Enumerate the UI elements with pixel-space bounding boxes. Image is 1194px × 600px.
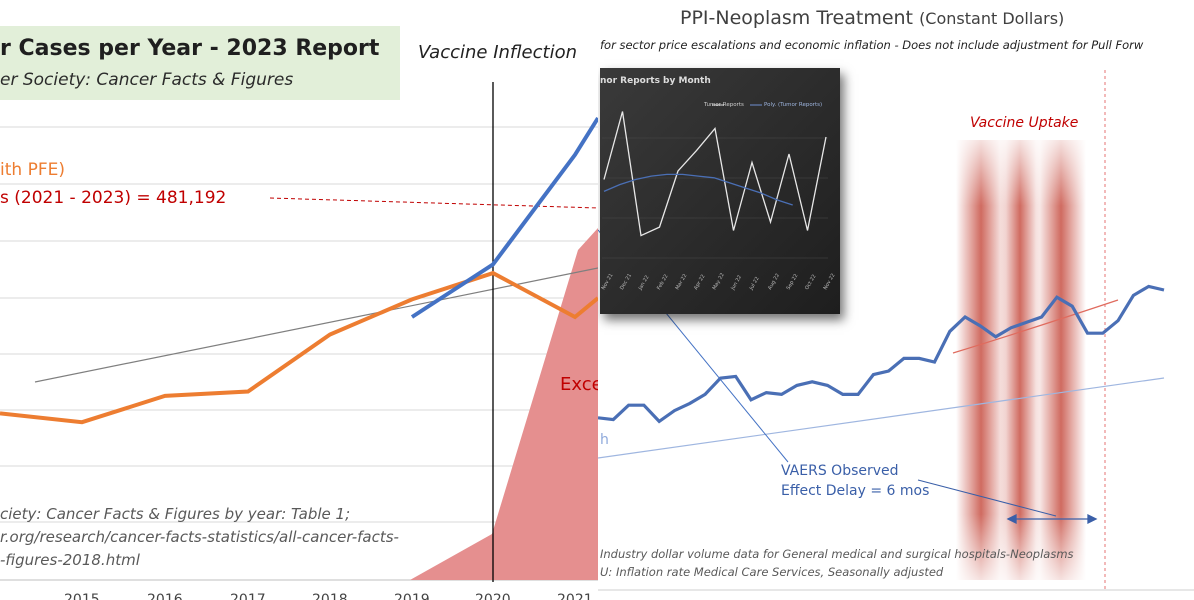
x-tick-2020: 2020 [475,592,511,600]
left-chart-panel: r Cases per Year - 2023 Report er Societ… [0,0,598,600]
right-chart-title: PPI-Neoplasm Treatment (Constant Dollars… [680,7,1064,29]
inset-x-tick: Jul 22 [748,276,761,292]
delay-double-arrow [1006,513,1098,525]
vaccine-inflection-label: Vaccine Inflection [418,42,577,63]
right-title-main: PPI-Neoplasm Treatment [680,7,914,29]
vaccine-uptake-label: Vaccine Uptake [970,115,1079,131]
inset-title: nor Reports by Month [600,76,711,86]
right-footnote-2: U: Inflation rate Medical Care Services,… [600,565,944,579]
right-chart-subtitle: for sector price escalations and economi… [600,38,1144,52]
x-tick-2019: 2019 [394,592,430,600]
x-tick-2021: 2021 [557,592,593,600]
right-title-sub: (Constant Dollars) [919,9,1065,28]
left-chart-title: r Cases per Year - 2023 Report [0,36,380,61]
inset-x-tick: Nov 22 [823,273,837,291]
inset-x-tick: Oct 22 [804,274,818,291]
left-chart-subtitle: er Society: Cancer Facts & Figures [0,70,294,90]
x-tick-2015: 2015 [64,592,100,600]
inset-x-tick: Feb 22 [656,273,670,291]
ppi-series-line [598,284,1165,424]
inset-x-tick: Nov 21 [601,273,615,291]
red-trend-curve [952,299,1119,354]
left-chart-svg [0,82,598,582]
excess-dashed-line [269,197,598,209]
inset-x-tick: Jun 22 [730,274,744,292]
left-source-line-2: r.org/research/cancer-facts-statistics/a… [0,528,399,546]
inset-x-tick: Apr 22 [693,274,707,291]
left-source-line-1: ciety: Cancer Facts & Figures by year: T… [0,505,351,523]
inset-x-tick: Mar 22 [675,273,689,291]
left-title-box [0,26,400,100]
inset-svg: Nov 21 Dec 21 Jan 22 Feb 22 Mar 22 Apr 22 May … [601,104,837,292]
excess-area-label: Exce [560,374,598,395]
linear-trend-line [598,377,1165,459]
series-orange-line [0,270,598,425]
left-source-line-3: -figures-2018.html [0,551,140,569]
inset-x-tick: May 22 [712,272,726,291]
x-tick-2017: 2017 [230,592,266,600]
pfe-label: ith PFE) [0,160,65,180]
inset-x-tick: Aug 22 [767,273,781,291]
x-tick-2018: 2018 [312,592,348,600]
inset-legend-2: Poly. (Tumor Reports) [764,102,823,108]
vaers-label-line-1: VAERS Observed [781,463,899,479]
excess-area [410,228,598,580]
inset-x-tick: Jan 22 [637,274,651,291]
inset-x-tick: Sep 22 [786,273,800,291]
inset-x-tick: Dec 21 [619,273,633,291]
excess-total-label: s (2021 - 2023) = 481,192 [0,188,227,208]
series-blue-line [410,116,598,319]
trend-line [34,267,598,383]
right-chart-svg [598,70,1194,591]
vaers-pointer-line [917,479,1057,517]
right-footnote-1: Industry dollar volume data for General … [600,547,1074,561]
trend-label-fragment: h [600,432,609,448]
vaers-label-line-2: Effect Delay = 6 mos [781,483,930,499]
right-chart-panel: PPI-Neoplasm Treatment (Constant Dollars… [598,0,1194,600]
x-tick-2016: 2016 [147,592,183,600]
inset-chart: nor Reports by Month Tumor Reports Poly.… [600,68,840,314]
